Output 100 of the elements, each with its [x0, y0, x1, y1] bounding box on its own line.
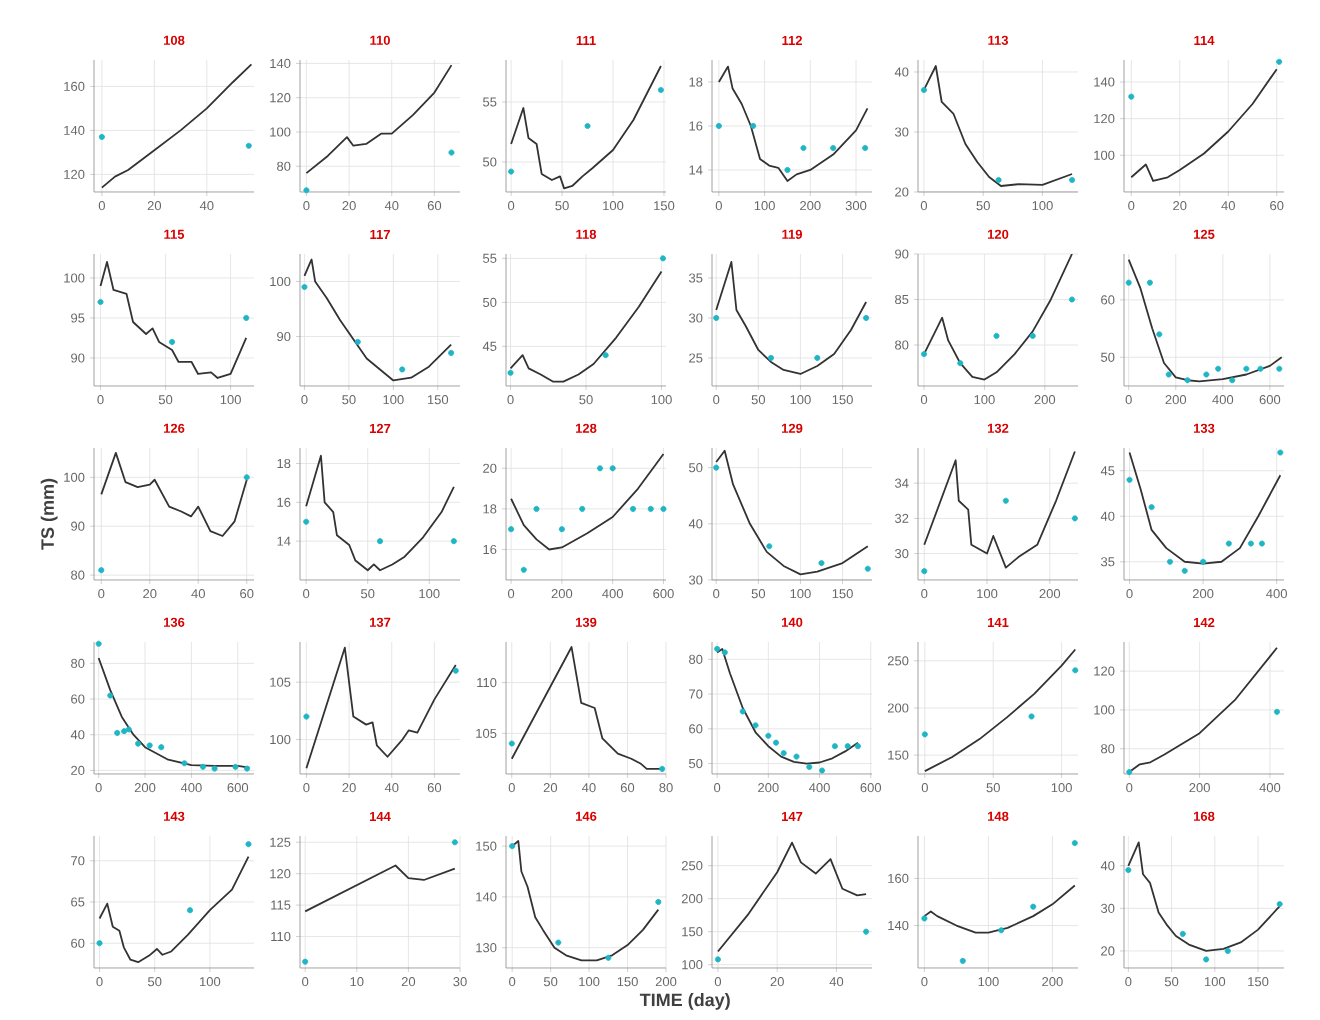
point	[1179, 930, 1186, 937]
point	[766, 543, 773, 550]
point	[243, 314, 250, 321]
point	[354, 338, 361, 345]
point	[244, 765, 251, 772]
point	[125, 726, 132, 733]
point	[1148, 504, 1155, 511]
point	[647, 505, 654, 512]
point	[1243, 365, 1250, 372]
point	[245, 841, 252, 848]
point	[1028, 713, 1035, 720]
x-axis-title: TIME (day)	[639, 993, 730, 1010]
point	[596, 465, 603, 472]
y-axis-title: TS (mm)	[40, 478, 58, 550]
point	[1203, 371, 1210, 378]
line-series	[717, 841, 867, 953]
point	[921, 731, 928, 738]
point	[1181, 567, 1188, 574]
point	[750, 122, 757, 129]
point	[399, 366, 406, 373]
point	[605, 954, 612, 961]
line-series	[1128, 646, 1278, 773]
point	[659, 255, 666, 262]
point	[509, 843, 516, 850]
point	[95, 640, 102, 647]
point	[862, 144, 869, 151]
point	[993, 332, 1000, 339]
point	[844, 743, 851, 750]
line-series	[510, 453, 665, 551]
point	[1229, 377, 1236, 384]
line-series	[304, 864, 456, 913]
point	[831, 743, 838, 750]
point	[721, 649, 728, 656]
line-series	[1128, 451, 1282, 565]
point	[1257, 365, 1264, 372]
point	[301, 283, 308, 290]
line-series	[305, 454, 455, 572]
point	[957, 360, 964, 367]
point	[773, 739, 780, 746]
point	[765, 732, 772, 739]
point	[998, 927, 1005, 934]
point	[555, 939, 562, 946]
point	[1200, 558, 1207, 565]
point	[520, 566, 527, 573]
point	[1146, 279, 1153, 286]
point	[107, 692, 114, 699]
line-series	[1127, 258, 1283, 383]
line-series	[1127, 841, 1281, 952]
point	[714, 645, 721, 652]
point	[121, 728, 128, 735]
point	[579, 505, 586, 512]
point	[780, 750, 787, 757]
point	[146, 742, 153, 749]
point	[830, 144, 837, 151]
point	[1068, 296, 1075, 303]
point	[200, 763, 206, 770]
point	[715, 122, 722, 129]
point	[232, 763, 239, 770]
line-series	[923, 450, 1076, 569]
line-series	[923, 253, 1073, 381]
point	[818, 560, 825, 567]
point	[1030, 903, 1037, 910]
point	[508, 526, 515, 533]
point	[1125, 867, 1132, 874]
line-series	[715, 449, 869, 576]
line-series	[99, 261, 248, 379]
line-series	[511, 840, 660, 962]
point	[1276, 901, 1283, 908]
line-series	[923, 65, 1073, 187]
point	[1029, 332, 1036, 339]
point	[1072, 667, 1079, 674]
point	[1225, 540, 1232, 547]
point	[921, 351, 928, 358]
point	[1166, 558, 1173, 565]
point	[1276, 365, 1283, 372]
point	[800, 144, 807, 151]
point	[655, 898, 662, 905]
line-series	[305, 64, 453, 175]
line-series	[717, 65, 869, 182]
point	[508, 168, 515, 175]
point	[864, 565, 871, 572]
point	[752, 722, 759, 729]
line-series	[1130, 68, 1278, 182]
point	[558, 526, 565, 533]
point	[1215, 365, 1222, 372]
point	[602, 352, 609, 359]
point	[1125, 279, 1132, 286]
point	[921, 568, 928, 575]
point	[96, 940, 103, 947]
point	[793, 753, 800, 760]
point	[739, 708, 746, 715]
point	[135, 740, 142, 747]
point	[1165, 371, 1172, 378]
point	[630, 505, 636, 512]
point	[448, 349, 455, 356]
point	[1277, 449, 1284, 456]
line-series	[98, 855, 250, 964]
point	[1156, 331, 1163, 338]
point	[1184, 377, 1191, 384]
point	[959, 957, 966, 964]
